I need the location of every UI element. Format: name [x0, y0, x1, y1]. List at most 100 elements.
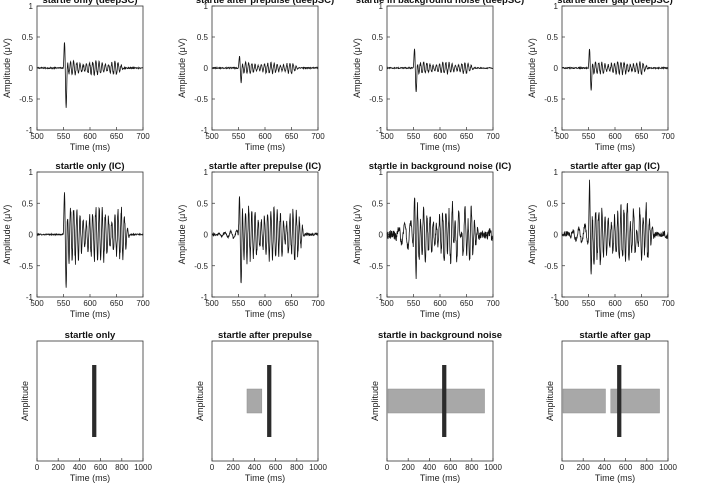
x-tick-label: 600: [608, 132, 622, 141]
y-tick-label: -0.5: [19, 262, 33, 271]
x-tick-label: 600: [258, 299, 272, 308]
y-axis-label: Amplitude (μV): [177, 38, 187, 98]
y-tick-label: 0: [29, 64, 34, 73]
x-tick-label: 1000: [309, 463, 327, 472]
x-tick-label: 500: [205, 132, 219, 141]
panel-r1-c0: startle only (IC) 500 550 600 650 700 Time (ms…: [2, 161, 150, 319]
x-tick-label: 500: [380, 132, 394, 141]
x-tick-label: 550: [407, 299, 421, 308]
x-tick-label: 650: [460, 299, 474, 308]
x-tick-label: 700: [311, 299, 325, 308]
x-tick-label: 600: [269, 463, 283, 472]
waveform-trace: [36, 42, 144, 108]
y-tick-label: 0.5: [372, 199, 384, 208]
panel-title: startle in background noise (deepSC): [356, 0, 524, 6]
x-tick-label: 600: [83, 299, 97, 308]
axes-box: [36, 340, 144, 462]
x-tick-label: 0: [35, 463, 40, 472]
y-tick-label: 0: [379, 231, 384, 240]
y-axis-label: Amplitude (μV): [2, 205, 12, 265]
x-tick-label: 700: [661, 299, 675, 308]
y-axis-label: Amplitude (μV): [527, 38, 537, 98]
axes-box: [36, 171, 144, 298]
y-tick-label: -1: [26, 126, 34, 135]
x-tick-label: 650: [460, 132, 474, 141]
y-tick-label: 1: [554, 168, 559, 177]
x-tick-label: 400: [248, 463, 262, 472]
y-tick-label: -1: [376, 126, 384, 135]
y-tick-label: 1: [379, 168, 384, 177]
y-axis-label: Amplitude (μV): [352, 38, 362, 98]
y-tick-label: -1: [551, 126, 559, 135]
x-axis-label: Time (ms): [70, 142, 110, 152]
y-tick-label: 0.5: [547, 199, 559, 208]
background-noise-bar: [246, 388, 263, 414]
x-tick-label: 700: [661, 132, 675, 141]
x-tick-label: 550: [582, 299, 596, 308]
panel-title: startle only (IC): [55, 161, 124, 172]
y-tick-label: -0.5: [369, 262, 383, 271]
y-tick-label: -0.5: [19, 95, 33, 104]
y-tick-label: 1: [204, 2, 209, 11]
x-axis-label: Time (ms): [245, 309, 285, 319]
x-axis-label: Time (ms): [595, 309, 635, 319]
y-tick-label: -1: [551, 293, 559, 302]
y-tick-label: 1: [29, 2, 34, 11]
panel-title: startle only: [65, 330, 116, 341]
x-tick-label: 200: [577, 463, 591, 472]
panel-r1-c3: startle after gap (IC) 500 550 600 650 700 Tim…: [527, 161, 675, 319]
y-tick-label: -0.5: [544, 95, 558, 104]
x-tick-label: 600: [433, 132, 447, 141]
x-tick-label: 800: [115, 463, 129, 472]
y-tick-label: 0: [29, 231, 34, 240]
waveform-trace: [386, 197, 494, 279]
panel-r0-c1: startle after prepulse (deepSC) 500 550 600…: [177, 0, 334, 152]
startle-pulse-bar: [442, 365, 447, 437]
x-tick-label: 650: [110, 299, 124, 308]
x-tick-label: 0: [385, 463, 390, 472]
y-tick-label: 0: [554, 64, 559, 73]
y-tick-label: 0: [204, 231, 209, 240]
waveform-trace: [386, 48, 494, 93]
x-axis-label: Time (ms): [420, 309, 460, 319]
x-tick-label: 550: [582, 132, 596, 141]
x-tick-label: 500: [555, 299, 569, 308]
x-axis-label: Time (ms): [595, 142, 635, 152]
y-tick-label: 0.5: [547, 33, 559, 42]
startle-pulse-bar: [92, 365, 97, 437]
x-axis-label: Time (ms): [245, 473, 285, 483]
axes-box: [386, 340, 494, 462]
x-tick-label: 700: [136, 299, 150, 308]
y-tick-label: -1: [26, 293, 34, 302]
y-tick-label: -0.5: [369, 95, 383, 104]
x-tick-label: 400: [423, 463, 437, 472]
panel-r2-c0: startle only 0 200 400 600 800 1000 Time (ms) Am…: [20, 330, 152, 483]
x-tick-label: 500: [205, 299, 219, 308]
x-tick-label: 650: [285, 132, 299, 141]
panel-title: startle after prepulse (IC): [209, 161, 321, 172]
y-tick-label: 1: [29, 168, 34, 177]
panel-title: startle in background noise: [378, 330, 502, 341]
x-tick-label: 500: [30, 299, 44, 308]
x-tick-label: 600: [608, 299, 622, 308]
panel-r1-c1: startle after prepulse (IC) 500 550 600 650 7…: [177, 161, 325, 319]
y-axis-label: Amplitude: [370, 381, 380, 421]
y-axis-label: Amplitude (μV): [352, 205, 362, 265]
y-tick-label: 1: [204, 168, 209, 177]
waveform-trace: [211, 56, 319, 84]
x-tick-label: 0: [560, 463, 565, 472]
x-axis-label: Time (ms): [420, 473, 460, 483]
x-tick-label: 1000: [484, 463, 502, 472]
y-axis-label: Amplitude (μV): [527, 205, 537, 265]
panel-title: startle after gap (IC): [570, 161, 660, 172]
waveform-trace: [561, 179, 669, 275]
axes-box: [211, 340, 319, 462]
panel-r0-c0: startle only (deepSC) 500 550 600 650 700 Time…: [2, 0, 150, 152]
y-tick-label: 1: [379, 2, 384, 11]
panel-title: startle only (deepSC): [42, 0, 137, 6]
panel-title: startle after prepulse (deepSC): [196, 0, 334, 6]
y-tick-label: 0.5: [197, 199, 209, 208]
panel-title: startle after gap: [579, 330, 650, 341]
y-tick-label: 0.5: [22, 199, 34, 208]
